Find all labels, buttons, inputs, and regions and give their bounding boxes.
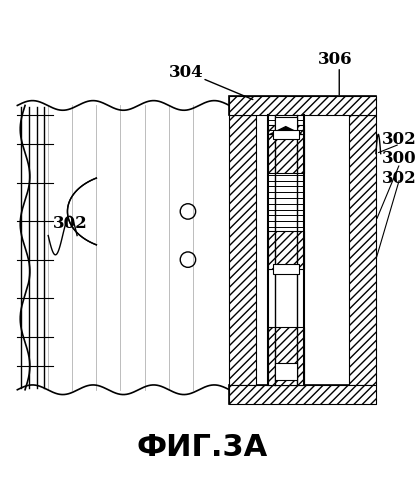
- Text: 302: 302: [382, 170, 416, 186]
- Bar: [229, 115, 256, 385]
- Bar: [268, 124, 304, 134]
- Text: 304: 304: [169, 64, 203, 80]
- Bar: [273, 264, 299, 274]
- Text: 302: 302: [382, 131, 416, 148]
- Bar: [349, 115, 376, 385]
- Bar: [273, 130, 299, 139]
- Bar: [275, 363, 297, 380]
- Text: 306: 306: [318, 51, 353, 68]
- Bar: [275, 117, 297, 134]
- Bar: [229, 96, 376, 115]
- Bar: [268, 134, 304, 173]
- Bar: [268, 230, 304, 270]
- Bar: [229, 385, 376, 404]
- Text: ФИГ.3А: ФИГ.3А: [137, 433, 268, 462]
- Text: 302: 302: [53, 215, 88, 232]
- Polygon shape: [270, 126, 302, 134]
- Bar: [229, 96, 376, 115]
- Text: 300: 300: [382, 150, 416, 168]
- Bar: [229, 385, 376, 404]
- Bar: [268, 327, 304, 385]
